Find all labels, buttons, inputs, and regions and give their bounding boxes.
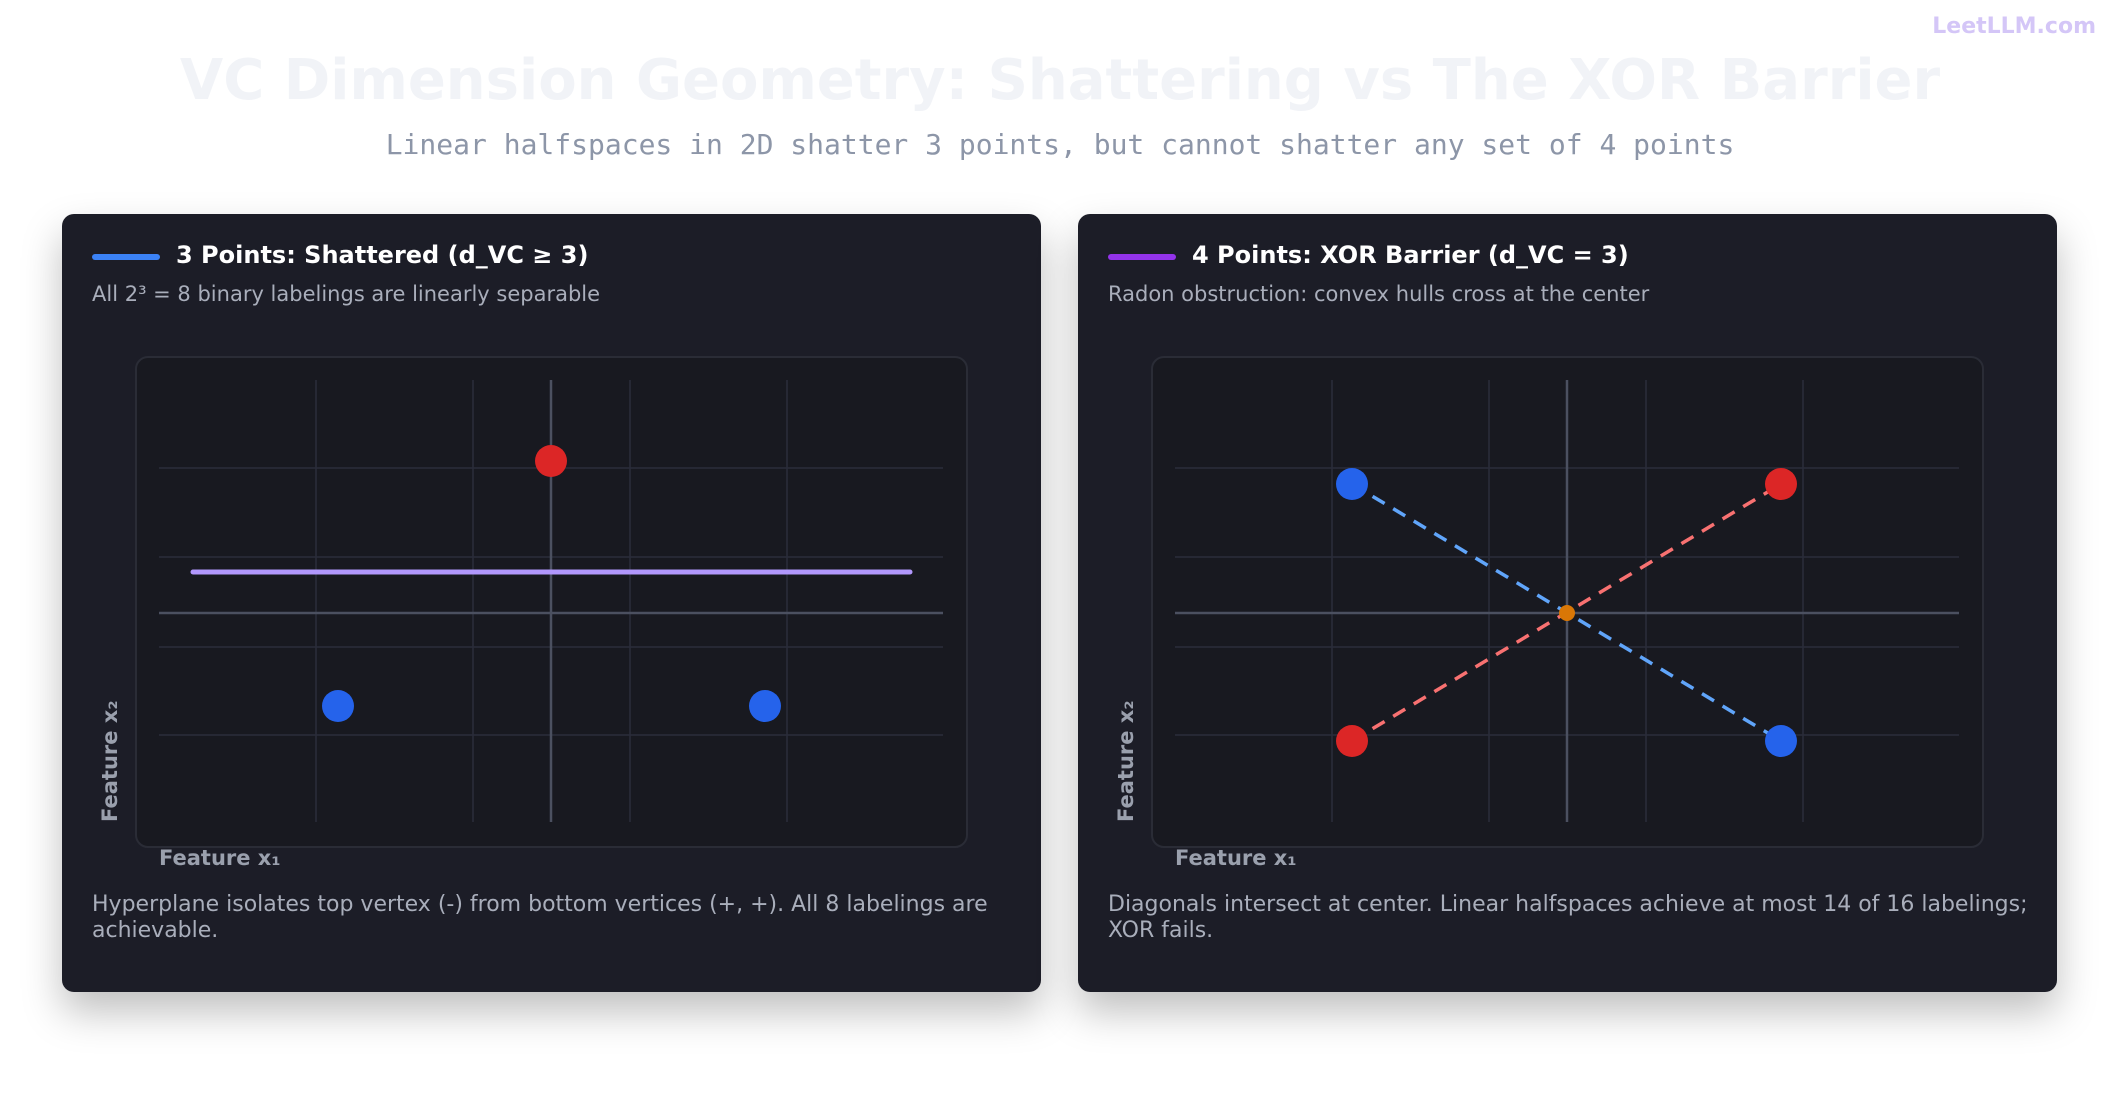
subtitle: Linear halfspaces in 2D shatter 3 points…	[385, 128, 1735, 161]
title: VC Dimension Geometry: Shattering vs The…	[179, 48, 1941, 113]
point-pos	[749, 690, 781, 722]
x-label: Feature x₁	[1175, 846, 1297, 870]
y-label: Feature x₂	[98, 700, 122, 822]
intersection	[1559, 605, 1575, 621]
plot	[135, 356, 968, 848]
x-label: Feature x₁	[159, 846, 281, 870]
point-pos	[1336, 468, 1368, 500]
swatch	[1108, 254, 1176, 260]
caption: Diagonals intersect at center. Linear ha…	[1108, 892, 2028, 943]
panel: 3 Points: Shattered (d_VC ≥ 3) All 2³ = …	[62, 214, 1041, 992]
point-neg	[535, 445, 567, 477]
panel-subtitle: Radon obstruction: convex hulls cross at…	[1108, 282, 1650, 306]
brand: LeetLLM.com	[1932, 14, 2096, 39]
point-neg	[1765, 468, 1797, 500]
plot	[1151, 356, 1984, 848]
point-pos	[322, 690, 354, 722]
swatch	[92, 254, 160, 260]
panel-title: 4 Points: XOR Barrier (d_VC = 3)	[1192, 241, 1629, 269]
caption: Hyperplane isolates top vertex (-) from …	[92, 892, 988, 943]
panel: 4 Points: XOR Barrier (d_VC = 3) Radon o…	[1078, 214, 2057, 992]
point-neg	[1336, 725, 1368, 757]
panel-subtitle: All 2³ = 8 binary labelings are linearly…	[92, 282, 601, 306]
y-label: Feature x₂	[1114, 700, 1138, 822]
panel-title: 3 Points: Shattered (d_VC ≥ 3)	[176, 241, 589, 269]
point-pos	[1765, 725, 1797, 757]
